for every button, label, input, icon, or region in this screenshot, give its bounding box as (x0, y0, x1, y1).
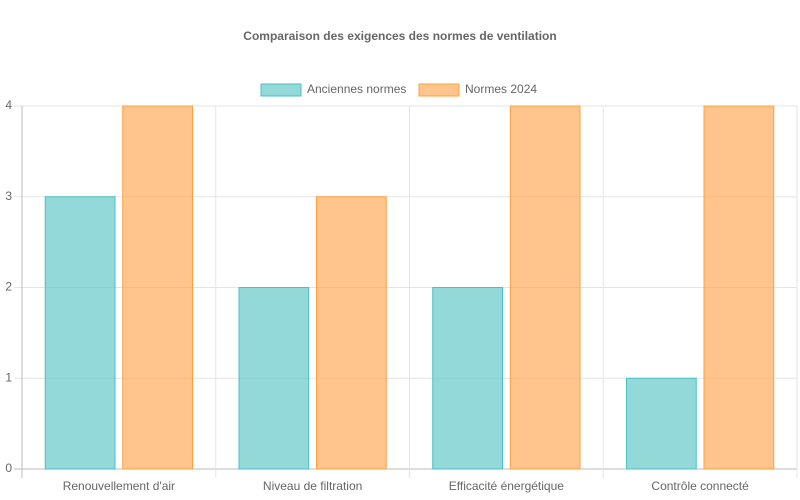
y-tick-label: 4 (5, 98, 12, 112)
y-tick-label: 2 (5, 280, 12, 294)
bar (44, 196, 116, 470)
legend-label: Normes 2024 (465, 82, 537, 96)
bar (509, 105, 581, 470)
x-tick-label: Renouvellement d'air (63, 479, 175, 493)
bar (316, 196, 387, 470)
chart-title: Comparaison des exigences des normes de … (243, 29, 556, 43)
legend-label: Anciennes normes (307, 82, 406, 96)
y-tick-label: 1 (5, 370, 12, 384)
x-tick-label: Efficacité énergétique (449, 479, 565, 493)
legend-swatch (418, 83, 460, 97)
y-tick-label: 0 (5, 461, 12, 475)
legend-swatch (260, 83, 302, 97)
x-tick-label: Contrôle connecté (651, 479, 749, 493)
y-tick-label: 3 (5, 189, 12, 203)
bar (432, 287, 503, 470)
bar (703, 105, 775, 470)
x-tick-label: Niveau de filtration (263, 479, 362, 493)
bar (122, 105, 193, 470)
bar (626, 377, 697, 470)
bar (238, 287, 310, 470)
